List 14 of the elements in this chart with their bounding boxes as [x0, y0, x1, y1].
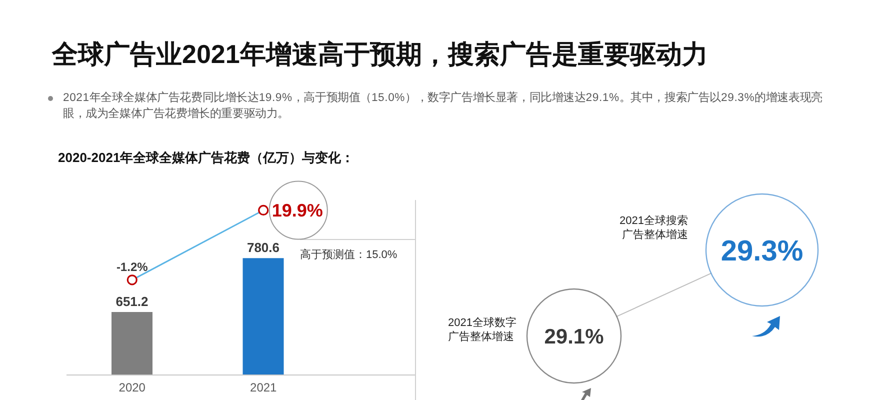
text: 全球广告业2021年增速高于预期，搜索广告是重要驱动力 — [52, 39, 708, 69]
data-label: 780.6 — [246, 240, 280, 256]
category-label: 2021全球数字广告整体增速 — [448, 317, 516, 343]
text: 29.1% — [544, 326, 604, 349]
x-tick-label: 2021 — [250, 380, 278, 395]
data-label: 19.9% — [272, 200, 323, 221]
text: 29.3% — [720, 235, 804, 268]
data-label: 651.2 — [116, 294, 148, 309]
text: 2021年全球全媒体广告花费同比增长达19.9%，高于预期值（15.0%），数字广告增长显著，同比增速达29.1%。其中，搜索广告以29.3%的增速表现亮眼，成为全媒体广告花费增长的重要驱动力。 — [63, 92, 822, 120]
data-label: -1.2% — [116, 260, 148, 274]
chart-title: 2020-2021年全球全媒体广告花费（亿万）与变化： — [58, 150, 354, 165]
annotation: 高于预测值：15.0% — [300, 249, 398, 261]
category-label: 2021全球搜索广告整体增速 — [620, 215, 688, 241]
x-tick-label: 2020 — [118, 380, 146, 395]
